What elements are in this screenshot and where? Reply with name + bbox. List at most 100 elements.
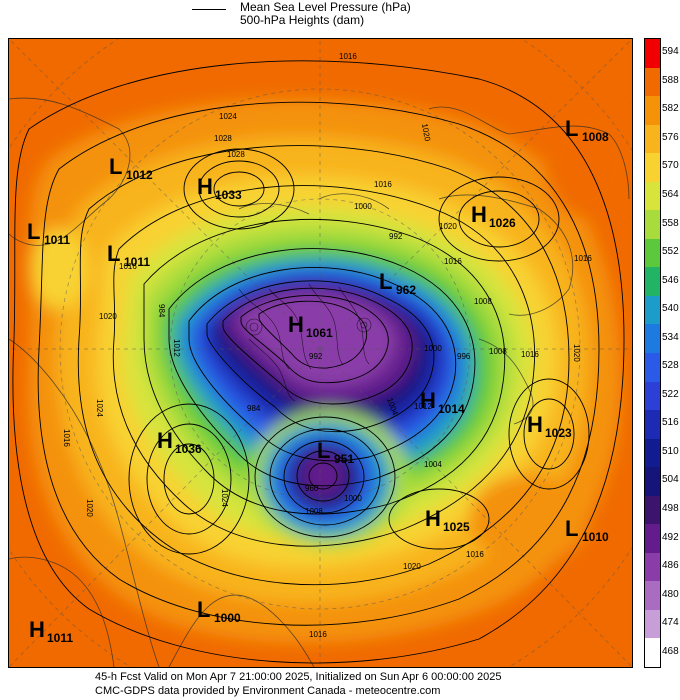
colorbar-segment: [645, 182, 660, 211]
colorbar-segment: [645, 581, 660, 610]
colorbar-segment: [645, 267, 660, 296]
svg-text:L: L: [109, 154, 122, 179]
isobar-label: 1016: [466, 550, 484, 559]
isobar-label: 984: [157, 304, 166, 318]
colorbar-segment: [645, 467, 660, 496]
isobar-label: 1024: [220, 489, 229, 507]
height-field: [28, 98, 632, 643]
colorbar-level-label: 516: [662, 417, 679, 428]
isobar-label: 1016: [309, 630, 327, 639]
colorbar-level-label: 528: [662, 360, 679, 371]
isobar-label: 1016: [444, 257, 462, 266]
svg-text:H: H: [425, 506, 441, 531]
isobar-label: 1024: [219, 112, 237, 121]
isobar-label: 1028: [214, 134, 232, 143]
forecast-valid-time: 45-h Fcst Valid on Mon Apr 7 21:00:00 20…: [95, 671, 680, 683]
svg-text:1011: 1011: [47, 631, 73, 645]
svg-text:951: 951: [334, 452, 354, 466]
isobar-label: 992: [389, 232, 403, 241]
isobar-label: 1000: [354, 202, 372, 211]
colorbar-segment: [645, 153, 660, 182]
svg-text:L: L: [197, 597, 210, 622]
colorbar-level-label: 552: [662, 246, 679, 257]
svg-text:L: L: [565, 516, 578, 541]
colorbar-level-label: 510: [662, 446, 679, 457]
svg-text:L: L: [27, 219, 40, 244]
colorbar-level-label: 546: [662, 275, 679, 286]
isobar-label: 1000: [424, 344, 442, 353]
colorbar-level-label: 492: [662, 532, 679, 543]
isobar-label: 1012: [172, 339, 181, 357]
isobar-label: 1016: [574, 254, 592, 263]
colorbar-level-label: 582: [662, 103, 679, 114]
svg-text:1026: 1026: [489, 216, 516, 230]
svg-text:L: L: [565, 116, 578, 141]
isobar-label: 984: [247, 404, 261, 413]
colorbar-segment: [645, 353, 660, 382]
svg-text:1014: 1014: [438, 402, 465, 416]
svg-text:1008: 1008: [582, 130, 609, 144]
isobar-label: 1016: [339, 52, 357, 61]
colorbar-level-label: 480: [662, 589, 679, 600]
isobar-label: 1020: [572, 344, 581, 362]
colorbar-segment: [645, 125, 660, 154]
data-credit: CMC-GDPS data provided by Environment Ca…: [95, 685, 680, 697]
colorbar-segment: [645, 296, 660, 325]
colorbar-segment: [645, 524, 660, 553]
svg-text:H: H: [157, 428, 173, 453]
isobar-label: 1020: [439, 222, 457, 231]
isobar-label: 1008: [474, 297, 492, 306]
isobar-label: 996: [457, 352, 471, 361]
colorbar-level-label: 564: [662, 189, 679, 200]
svg-text:H: H: [197, 174, 213, 199]
colorbar-segment: [645, 324, 660, 353]
isobar-label: 1020: [85, 499, 94, 517]
colorbar-level-label: 576: [662, 132, 679, 143]
colorbar-segment: [645, 610, 660, 639]
colorbar-level-label: 468: [662, 646, 679, 657]
isobar-label: 1008: [489, 347, 507, 356]
colorbar-segment: [645, 68, 660, 97]
isobar-label: 992: [309, 352, 323, 361]
colorbar-segment: [645, 439, 660, 468]
isobar-label: 1028: [227, 150, 245, 159]
svg-text:1036: 1036: [175, 442, 202, 456]
colorbar-segment: [645, 210, 660, 239]
colorbar-level-label: 588: [662, 75, 679, 86]
svg-text:L: L: [107, 241, 120, 266]
colorbar-segment: [645, 96, 660, 125]
isobar-label: 1000: [344, 494, 362, 503]
svg-text:1000: 1000: [214, 611, 241, 625]
svg-text:1010: 1010: [582, 530, 609, 544]
svg-text:1033: 1033: [215, 188, 242, 202]
svg-text:L: L: [379, 269, 392, 294]
colorbar-level-label: 474: [662, 617, 679, 628]
colorbar-level-label: 522: [662, 389, 679, 400]
colorbar-level-label: 540: [662, 303, 679, 314]
svg-text:1025: 1025: [443, 520, 470, 534]
svg-text:H: H: [527, 412, 543, 437]
svg-text:H: H: [420, 388, 436, 413]
svg-text:1023: 1023: [545, 426, 572, 440]
colorbar-level-label: 534: [662, 332, 679, 343]
legend-mslp-label: Mean Sea Level Pressure (hPa): [240, 0, 411, 14]
isobar-label: 1016: [374, 180, 392, 189]
colorbar-segment: [645, 496, 660, 525]
colorbar-level-label: 570: [662, 160, 679, 171]
isobar-label: 960: [305, 484, 319, 493]
svg-text:962: 962: [396, 283, 416, 297]
colorbar-segment: [645, 39, 660, 68]
legend-line-swatch: [192, 9, 226, 10]
svg-text:H: H: [288, 312, 304, 337]
colorbar-level-label: 558: [662, 218, 679, 229]
colorbar-segment: [645, 553, 660, 582]
colorbar-segment: [645, 410, 660, 439]
legend-height-label: 500-hPa Heights (dam): [240, 13, 364, 27]
colorbar-level-label: 594: [662, 46, 679, 57]
isobar-label: 1008: [305, 507, 323, 516]
svg-text:1061: 1061: [306, 326, 333, 340]
svg-text:L: L: [317, 438, 330, 463]
isobar-label: 1004: [424, 460, 442, 469]
colorbar-level-label: 504: [662, 474, 679, 485]
colorbar-segment: [645, 239, 660, 268]
